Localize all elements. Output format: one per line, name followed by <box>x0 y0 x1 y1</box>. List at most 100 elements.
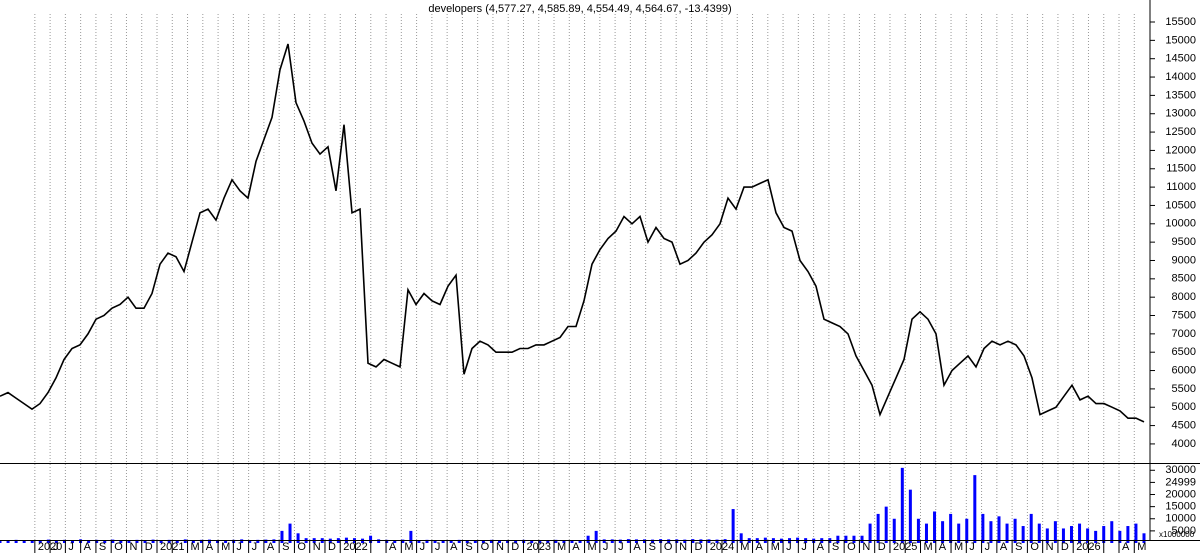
x-tick-label: J <box>969 541 975 553</box>
x-tick-label: S <box>649 541 656 553</box>
volume-bar <box>610 539 614 543</box>
x-tick-label: A <box>389 541 397 553</box>
volume-bar <box>602 539 606 543</box>
volume-bar <box>1061 528 1065 543</box>
y-tick-label: 24999 <box>1165 476 1196 488</box>
x-tick-label: S <box>832 541 839 553</box>
volume-bar <box>643 539 647 543</box>
x-tick-label: A <box>1122 541 1130 553</box>
volume-bar <box>675 539 679 543</box>
x-tick-label: N <box>1046 541 1054 553</box>
x-tick-label: N <box>313 541 321 553</box>
volume-bar <box>884 506 888 543</box>
volume-bar <box>393 540 397 543</box>
volume-bar <box>900 467 904 543</box>
unit-label: x1000000 <box>1159 530 1195 539</box>
volume-bar <box>715 539 719 543</box>
y-tick-label: 9000 <box>1172 254 1196 266</box>
volume-bar <box>111 539 115 543</box>
x-tick-label: J <box>236 541 242 553</box>
volume-bar <box>264 539 268 543</box>
volume-bar <box>691 539 695 543</box>
volume-bar <box>699 539 703 543</box>
volume-bar <box>578 540 582 543</box>
volume-bar <box>167 539 171 543</box>
x-tick-label: O <box>114 541 123 553</box>
volume-bar <box>191 540 195 543</box>
volume-bar <box>707 539 711 543</box>
y-tick-label: 9500 <box>1172 236 1196 248</box>
x-tick-label: S <box>465 541 472 553</box>
x-tick-label: A <box>817 541 825 553</box>
chart-title: developers (4,577.27, 4,585.89, 4,554.49… <box>428 3 731 15</box>
volume-bar <box>723 539 727 543</box>
volume-bar <box>409 530 413 543</box>
y-tick-label: 14000 <box>1165 71 1196 83</box>
volume-bar <box>965 518 969 543</box>
volume-bar <box>1069 526 1073 543</box>
x-tick-label: J <box>786 541 792 553</box>
y-tick-label: 7000 <box>1172 328 1196 340</box>
volume-bar <box>1142 533 1146 543</box>
volume-bar <box>135 539 139 543</box>
y-tick-label: 4000 <box>1172 438 1196 450</box>
volume-bar <box>989 521 993 543</box>
volume-bar <box>1102 526 1106 543</box>
grid <box>34 14 1135 540</box>
x-tick-label: A <box>84 541 92 553</box>
volume-bar <box>497 540 501 543</box>
volume-bar <box>224 540 228 543</box>
volume-bar <box>1021 526 1025 543</box>
y-tick-label: 14500 <box>1165 53 1196 65</box>
x-tick-label: A <box>1000 541 1008 553</box>
volume-bar <box>280 530 284 543</box>
volume-bar <box>731 509 735 543</box>
volume-bar <box>538 540 542 543</box>
y-tick-label: 13500 <box>1165 89 1196 101</box>
volume-bar <box>530 540 534 543</box>
volume-bar <box>248 540 252 543</box>
x-tick-label: S <box>99 541 106 553</box>
x-tick-label: S <box>1015 541 1022 553</box>
volume-bar <box>1126 526 1130 543</box>
x-tick-label: N <box>129 541 137 553</box>
volume-bar <box>1053 521 1057 543</box>
x-tick-label: J <box>68 541 74 553</box>
volume-bar <box>385 539 389 543</box>
volume-bar <box>957 523 961 543</box>
x-tick-label: D <box>878 541 886 553</box>
volume-bar <box>860 535 864 543</box>
volume-bar <box>473 540 477 543</box>
y-tick-label: 15500 <box>1165 16 1196 28</box>
volume-bar <box>973 475 977 543</box>
volume-bar <box>159 540 163 543</box>
volume-bar <box>103 540 107 543</box>
y-tick-label: 6000 <box>1172 364 1196 376</box>
volume-bar <box>6 540 10 543</box>
x-tick-label: J <box>252 541 258 553</box>
x-tick-label: S <box>282 541 289 553</box>
volume-bar <box>1029 513 1033 543</box>
y-tick-label: 13000 <box>1165 108 1196 120</box>
volume-bar <box>1045 528 1049 543</box>
x-tick-label: D <box>511 541 519 553</box>
volume-bar <box>506 540 510 543</box>
volume-bar <box>941 521 945 543</box>
y-tick-label: 5000 <box>1172 401 1196 413</box>
volume-bar <box>465 540 469 543</box>
y-tick-label: 10500 <box>1165 199 1196 211</box>
volume-bar <box>175 540 179 543</box>
volume-bar <box>586 535 590 543</box>
volume-bar <box>433 540 437 543</box>
volume-bar <box>256 539 260 543</box>
volume-bar <box>683 539 687 543</box>
volume-bar <box>71 540 75 543</box>
volume-bar <box>924 523 928 543</box>
x-tick-label: M <box>771 541 780 553</box>
volume-bar <box>207 539 211 543</box>
volume-bar <box>489 539 493 543</box>
volume-bar <box>288 523 292 543</box>
volume-bar <box>377 539 381 543</box>
volume-bar <box>46 539 50 543</box>
x-tick-label: J <box>53 541 59 553</box>
